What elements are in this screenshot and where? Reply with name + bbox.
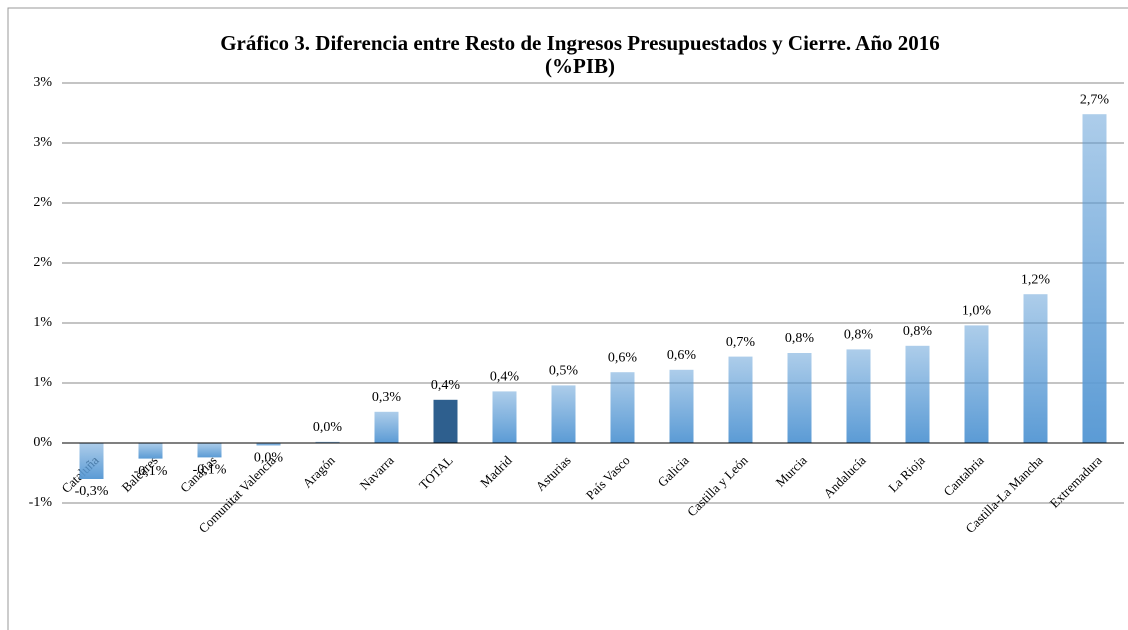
y-tick-label: 2% (33, 255, 52, 270)
bar (728, 356, 753, 443)
data-label: -0,3% (75, 484, 109, 499)
data-label: 0,4% (490, 370, 520, 385)
data-label: 0,6% (608, 350, 638, 365)
x-tick-label: Murcia (773, 452, 810, 489)
bar (315, 441, 340, 443)
y-tick-label: 1% (33, 315, 52, 330)
bar (138, 443, 163, 459)
bar (846, 349, 871, 443)
data-label: 0,8% (903, 324, 933, 339)
data-label: 0,4% (431, 378, 461, 393)
data-label: 0,3% (372, 390, 402, 405)
bar (79, 443, 104, 479)
data-label: -0,1% (193, 463, 227, 478)
x-tick-label: Extremadura (1047, 452, 1105, 510)
bar (197, 443, 222, 458)
bar (1082, 114, 1107, 443)
x-tick-label: País Vasco (583, 453, 633, 503)
y-tick-label: 3% (33, 135, 52, 150)
x-tick-label: Asturias (532, 453, 573, 494)
bar (787, 353, 812, 443)
y-tick-label: 2% (33, 195, 52, 210)
x-tick-label: Aragón (300, 452, 339, 491)
y-tick-label: -1% (29, 495, 53, 510)
data-label: 0,6% (667, 348, 697, 363)
data-label: 2,7% (1080, 92, 1110, 107)
data-label: 0,7% (726, 335, 756, 350)
data-label: 0,8% (785, 331, 815, 346)
chart-frame (7, 7, 1128, 630)
chart-title: Gráfico 3. Diferencia entre Resto de Ing… (220, 31, 940, 55)
bar (669, 369, 694, 443)
x-tick-label: Galicia (655, 452, 692, 489)
chart-subtitle: (%PIB) (545, 54, 615, 78)
x-tick-label: La Rioja (885, 452, 928, 495)
data-label: 1,0% (962, 304, 992, 319)
bar (905, 345, 930, 443)
bar (551, 385, 576, 443)
data-label: 0,0% (313, 420, 343, 435)
data-label: 1,2% (1021, 272, 1051, 287)
bar (374, 411, 399, 443)
bar (610, 372, 635, 443)
data-label: 0,8% (844, 328, 874, 343)
x-tick-label: Cantabria (940, 452, 987, 499)
data-label: 0,5% (549, 364, 579, 379)
x-tick-label: Castilla y León (684, 452, 751, 519)
bar (492, 391, 517, 443)
bar (433, 399, 458, 443)
x-tick-label: TOTAL (416, 453, 456, 493)
bar (964, 325, 989, 443)
y-tick-label: 3% (33, 75, 52, 90)
y-tick-label: 1% (33, 375, 52, 390)
data-label: 0,0% (254, 451, 284, 466)
x-tick-label: Navarra (357, 452, 397, 492)
bar (256, 443, 281, 446)
y-tick-label: 0% (33, 435, 52, 450)
data-label: -0,1% (134, 464, 168, 479)
x-tick-label: Andalucía (820, 452, 869, 501)
x-tick-label: Madrid (477, 452, 515, 490)
bar (1023, 294, 1048, 443)
